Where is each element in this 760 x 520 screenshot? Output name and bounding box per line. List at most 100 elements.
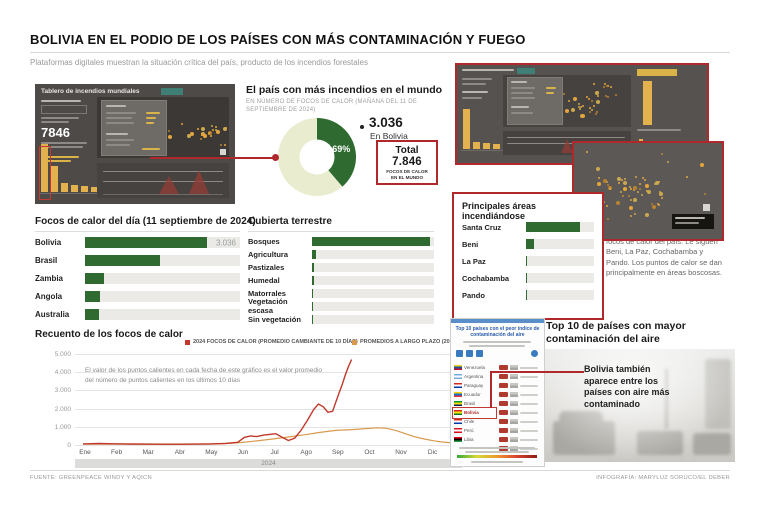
aqi-ranking-screenshot: Top 10 países con el peor índice de cont…	[450, 318, 545, 467]
bolivia-value-caption: En Bolivia	[370, 131, 408, 141]
ranking-list-right	[499, 363, 542, 453]
bar-row: Matorrales	[248, 288, 434, 298]
bar-track	[312, 314, 434, 324]
bar-track	[526, 273, 594, 283]
bar-fill	[526, 256, 528, 266]
globe-icon	[531, 350, 538, 357]
x-tick: Sep	[332, 449, 344, 456]
zoom-icon	[220, 149, 226, 155]
x-tick: May	[205, 449, 218, 456]
bar-track	[526, 222, 594, 232]
bar-label: Brasil	[35, 256, 58, 265]
map-label-chip	[672, 214, 714, 229]
x-axis-labels: Ene Feb Mar Abr May Jun Jul Ago Sep Oct Nov Dic	[75, 449, 462, 457]
bar-fill	[312, 314, 314, 324]
value-bullet	[360, 125, 364, 129]
country-name: Venezuela	[464, 365, 486, 370]
bar-track	[85, 273, 240, 284]
country-name-placeholder	[520, 393, 538, 396]
y-tick: 0	[67, 442, 71, 449]
series-long-term-average	[82, 427, 460, 446]
bar-row: Pastizales	[248, 262, 434, 272]
bar-fill	[312, 236, 431, 246]
bar-row: Brasil	[35, 255, 240, 266]
bar-row: Australia	[35, 309, 240, 320]
bar-label: Zambia	[35, 274, 64, 283]
x-tick: Nov	[395, 449, 407, 456]
ranking-list-left: Venezuela Argentina Paraguay Ecuador Brasil B…	[454, 363, 496, 444]
aqi-value-chip	[499, 419, 508, 424]
line-chart-plot	[75, 352, 462, 447]
flag-icon	[454, 374, 462, 379]
bar-row: Beni	[462, 239, 594, 249]
bar-track	[312, 275, 434, 285]
bar-track	[312, 249, 434, 259]
donut-slice-bolivia	[317, 118, 356, 187]
bar-track	[312, 236, 434, 246]
bar-label: Santa Cruz	[462, 222, 502, 232]
flag-icon	[510, 428, 518, 433]
connector-dot	[272, 154, 279, 161]
bar-row: Vegetación escasa	[248, 297, 434, 315]
bar-label: La Paz	[462, 256, 486, 266]
bar-label: Cochabamba	[462, 273, 510, 283]
dashboard-big-number: 7846	[41, 125, 70, 140]
country-name-placeholder	[520, 384, 538, 387]
ranking-row	[499, 435, 542, 444]
mini-bar	[483, 143, 490, 149]
highlight-box-bolivia-bar	[39, 146, 51, 200]
total-label: Total	[395, 145, 419, 156]
mini-bar	[493, 144, 500, 149]
bar-track	[312, 262, 434, 272]
bar-row: Humedal	[248, 275, 434, 285]
gridline	[75, 390, 462, 392]
chart-annotation: El valor de los puntos calientes en cada…	[85, 367, 323, 384]
donut-pct-label: 38,69%	[320, 144, 351, 154]
bar-fill	[312, 301, 314, 311]
bar-row: Zambia	[35, 273, 240, 284]
x-tick: Jun	[237, 449, 249, 456]
bar-track	[85, 291, 240, 302]
ranking-row: Ecuador	[454, 390, 496, 399]
ranking-row	[499, 390, 542, 399]
fire-dashboard-screenshot: Tablero de incendios mundiales 7846	[35, 84, 235, 204]
country-name: Libia	[464, 437, 474, 442]
x-tick: Ene	[79, 449, 91, 456]
bar-row: Angola	[35, 291, 240, 302]
infographic-credit: INFOGRAFÍA: MARYLUZ SORUCO/EL DEBER	[596, 475, 730, 481]
flag-icon	[510, 446, 518, 451]
bar-track	[526, 256, 594, 266]
ranking-row	[499, 372, 542, 381]
bar-fill	[526, 222, 581, 232]
bar-track	[312, 301, 434, 311]
donut-chart-subtitle: EN NÚMERO DE FOCOS DE CALOR (MAÑANA DEL …	[246, 99, 418, 114]
mini-bar	[91, 187, 98, 192]
aqi-value-chip	[499, 374, 508, 379]
dashboard-filter-input	[41, 105, 87, 114]
mini-bar	[41, 144, 48, 192]
total-value: 7.846	[392, 156, 422, 168]
filter-popup-2	[507, 77, 563, 125]
country-name-placeholder	[520, 402, 538, 405]
bar-label: Beni	[462, 239, 479, 249]
bar-label: Bolivia	[35, 238, 62, 247]
zoom-icon-2	[703, 204, 710, 211]
page-subtitle: Plataformas digitales muestran la situac…	[30, 58, 368, 67]
gridline	[75, 372, 462, 374]
flag-icon	[510, 419, 518, 424]
right-tag	[637, 69, 677, 76]
flag-icon	[454, 383, 462, 388]
x-tick: Abr	[174, 449, 185, 456]
y-tick: 1.000	[54, 423, 71, 431]
mini-bar-chart	[461, 101, 525, 157]
bar-track	[526, 290, 594, 300]
x-tick: Feb	[110, 449, 123, 456]
flag-icon	[510, 365, 518, 370]
bar-label: Australia	[35, 310, 70, 319]
country-name-placeholder	[520, 420, 538, 423]
country-name-placeholder	[520, 375, 538, 378]
bar-fill	[85, 255, 160, 266]
y-tick: 5.000	[54, 351, 71, 358]
flag-icon	[510, 374, 518, 379]
